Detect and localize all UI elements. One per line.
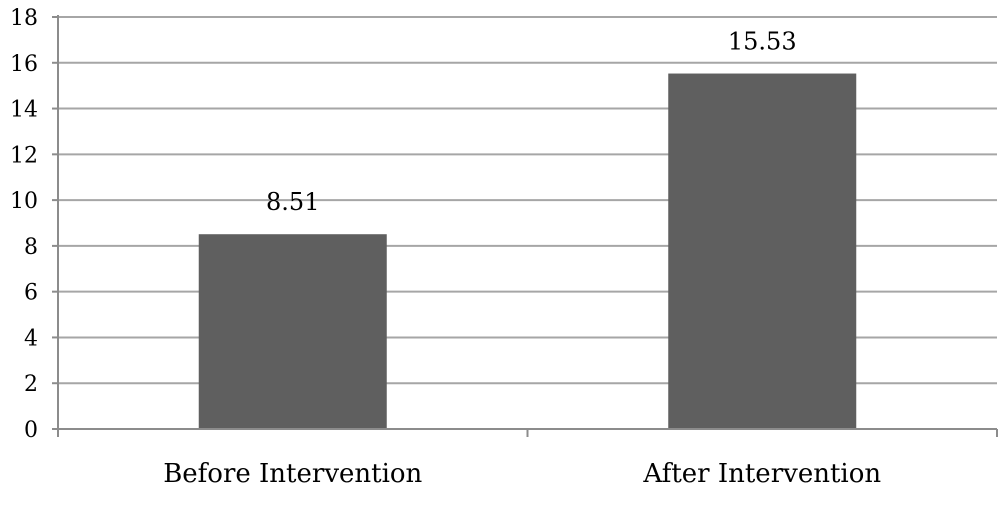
- x-category-label: After Intervention: [642, 459, 881, 489]
- bar-value-label: 15.53: [728, 28, 797, 56]
- y-tick-label: 4: [24, 326, 38, 351]
- bar: [668, 73, 857, 429]
- labels: 0 2 4 6 8 10 12 14 16 18 8.51 Before Intervention 15…: [10, 6, 881, 489]
- y-tick-label: 6: [24, 281, 38, 306]
- y-tick-label: 18: [10, 6, 38, 31]
- bar: [198, 234, 387, 429]
- y-tick-label: 0: [24, 418, 38, 443]
- y-tick-label: 2: [24, 372, 38, 397]
- y-tick-label: 16: [10, 52, 38, 77]
- x-category-label: Before Intervention: [163, 459, 422, 489]
- y-tick-label: 12: [10, 143, 38, 168]
- y-tick-label: 14: [10, 98, 38, 123]
- bar-value-label: 8.51: [266, 188, 319, 216]
- axes: [52, 15, 998, 437]
- y-tick-label: 10: [10, 189, 38, 214]
- y-tick-label: 8: [24, 235, 38, 260]
- bars: [198, 73, 857, 429]
